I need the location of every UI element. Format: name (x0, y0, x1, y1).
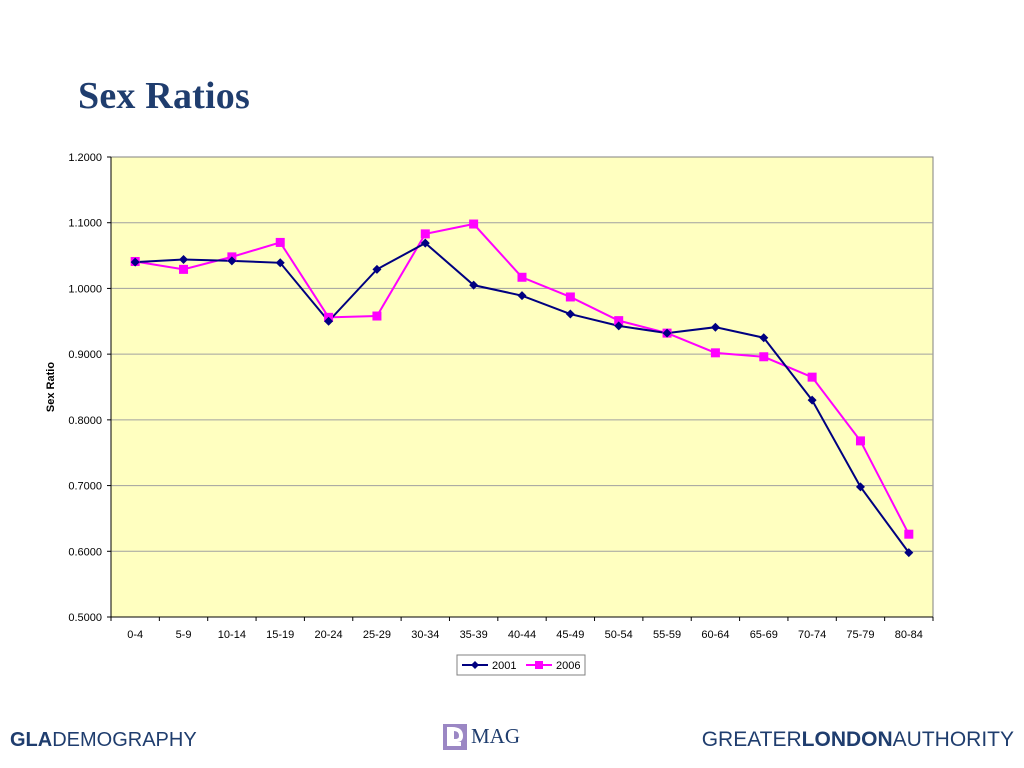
x-tick-label: 25-29 (363, 629, 391, 641)
y-tick-label: 1.2000 (68, 152, 102, 164)
data-point-2006 (565, 292, 575, 302)
x-tick-label: 70-74 (798, 629, 826, 641)
x-tick-label: 55-59 (653, 629, 681, 641)
y-tick-label: 0.8000 (68, 415, 102, 427)
authority-text: AUTHORITY (892, 728, 1014, 751)
demography-text: DEMOGRAPHY (52, 729, 197, 751)
y-tick-label: 0.7000 (68, 481, 102, 493)
data-point-2001 (227, 256, 237, 266)
data-point-2001 (855, 482, 865, 492)
london-text: LONDON (801, 728, 893, 751)
data-point-2006 (517, 272, 527, 282)
data-point-2001 (179, 255, 189, 265)
sex-ratio-line-chart: 1.2000 1.1000 1.0000 0.9000 0.8000 0.7000 0.60… (45, 152, 934, 676)
x-tick-label: 45-49 (556, 629, 584, 641)
x-tick-label: 40-44 (508, 629, 536, 641)
data-point-2001 (807, 395, 817, 405)
y-axis-label: Sex Ratio (45, 362, 57, 412)
data-point-2006 (469, 219, 479, 229)
legend-box (456, 654, 586, 676)
x-tick-label: 30-34 (411, 629, 439, 641)
x-tick-label: 20-24 (315, 629, 343, 641)
x-tick-label: 75-79 (846, 629, 874, 641)
y-tick-label: 0.5000 (68, 612, 102, 624)
data-point-2001 (517, 291, 527, 301)
data-point-2001 (420, 238, 430, 248)
legend-label-2006: 2006 (556, 660, 580, 672)
legend-marker-2001 (471, 661, 479, 669)
x-tick-label: 5-9 (176, 629, 192, 641)
dmag-logo: MAG (443, 724, 520, 750)
y-tick-label: 1.0000 (68, 283, 102, 295)
x-tick-label: 80-84 (895, 629, 923, 641)
data-point-2001 (662, 328, 672, 338)
data-point-2001 (324, 316, 334, 326)
data-point-2001 (372, 264, 382, 274)
data-point-2006 (420, 229, 430, 239)
data-point-2001 (759, 333, 769, 343)
x-tick-label: 0-4 (127, 629, 143, 641)
data-point-2001 (904, 548, 914, 558)
data-point-2006 (807, 372, 817, 382)
mag-text: MAG (471, 724, 521, 748)
x-tick-label: 35-39 (460, 629, 488, 641)
slide-title: Sex Ratios (78, 75, 250, 117)
x-tick-label: 65-69 (750, 629, 778, 641)
gla-demography-logo: GLADEMOGRAPHY (10, 729, 197, 752)
data-point-2006 (179, 264, 189, 274)
x-tick-label: 50-54 (605, 629, 633, 641)
data-point-2006 (759, 352, 769, 362)
data-point-2006 (275, 237, 285, 247)
data-point-2006 (855, 436, 865, 446)
gla-text: GLA (10, 729, 53, 751)
legend-label-2001: 2001 (492, 660, 516, 672)
data-point-2006 (904, 529, 914, 539)
data-point-2001 (614, 321, 624, 331)
dmag-logo-icon (443, 724, 467, 750)
greater-london-authority-logo: GREATERLONDONAUTHORITY (702, 728, 1014, 752)
greater-text: GREATER (701, 728, 802, 751)
y-tick-label: 1.1000 (68, 218, 102, 230)
legend-marker-2006 (535, 661, 543, 669)
data-point-2006 (372, 311, 382, 321)
x-tick-label: 15-19 (266, 629, 294, 641)
data-point-2001 (565, 309, 575, 319)
plot-area (110, 156, 934, 618)
data-point-2006 (614, 316, 624, 326)
data-point-2001 (469, 280, 479, 290)
y-tick-label: 0.6000 (68, 546, 102, 558)
data-point-2001 (710, 322, 720, 332)
data-point-2001 (130, 257, 140, 267)
x-tick-label: 10-14 (218, 629, 246, 641)
data-point-2001 (275, 258, 285, 268)
x-tick-label: 60-64 (701, 629, 729, 641)
y-tick-label: 0.9000 (68, 349, 102, 361)
data-point-2006 (710, 348, 720, 358)
